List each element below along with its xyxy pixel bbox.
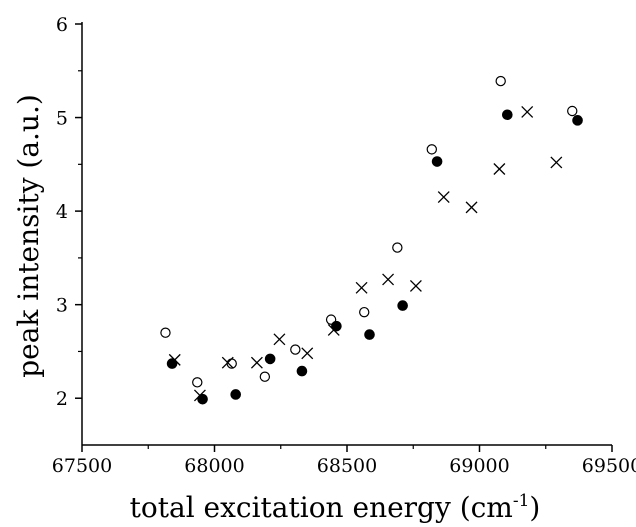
cross-stroke bbox=[382, 273, 395, 286]
filled-circle-point bbox=[331, 320, 342, 332]
cross-point bbox=[493, 163, 506, 175]
filled-circle-point bbox=[166, 358, 178, 369]
filled-circle-point bbox=[572, 115, 583, 126]
cross-stroke bbox=[493, 163, 506, 175]
open-circle-point bbox=[567, 105, 578, 117]
cross-stroke bbox=[221, 356, 234, 369]
y-axis-title: peak intensity (a.u.) bbox=[12, 94, 45, 378]
open-circle-point bbox=[495, 75, 506, 87]
y-tick-label: 2 bbox=[56, 388, 68, 410]
filled-circle-point bbox=[296, 365, 308, 377]
cross-stroke bbox=[550, 156, 563, 169]
cross-point bbox=[465, 201, 478, 214]
x-tick-label: 68500 bbox=[317, 455, 377, 477]
cross-point bbox=[221, 356, 234, 369]
data-points bbox=[160, 75, 583, 405]
cross-stroke bbox=[250, 356, 263, 369]
cross-point bbox=[327, 323, 340, 336]
x-axis-title: total excitation energy (cm-1) bbox=[130, 491, 541, 524]
cross-point bbox=[437, 191, 450, 204]
cross-stroke bbox=[465, 201, 478, 214]
cross-stroke bbox=[355, 281, 368, 294]
x-tick-label: 69000 bbox=[449, 455, 509, 477]
open-circle-point bbox=[392, 242, 403, 253]
filled-circle-point bbox=[502, 109, 513, 121]
y-tick-label: 4 bbox=[56, 201, 68, 223]
x-tick-label: 69500 bbox=[582, 455, 636, 477]
filled-circle-point bbox=[264, 353, 276, 365]
filled-circle-point bbox=[431, 156, 443, 167]
cross-point bbox=[355, 281, 368, 294]
cross-point bbox=[273, 333, 286, 346]
cross-stroke bbox=[193, 389, 206, 402]
axes: 67500 68000 68500 69000 69500 2 3 4 5 6 bbox=[52, 14, 636, 477]
cross-point bbox=[168, 353, 181, 366]
open-circle-point bbox=[426, 144, 437, 155]
filled-circle-point bbox=[397, 300, 408, 311]
y-tick-label: 6 bbox=[56, 14, 68, 36]
filled-circle-point bbox=[364, 329, 375, 340]
x-tick-label: 67500 bbox=[52, 455, 112, 477]
cross-stroke bbox=[409, 279, 422, 292]
cross-point bbox=[301, 347, 314, 360]
cross-stroke bbox=[327, 323, 340, 336]
cross-point bbox=[409, 279, 422, 292]
cross-point bbox=[193, 389, 206, 402]
open-circle-point bbox=[160, 327, 171, 338]
cross-stroke bbox=[437, 191, 450, 204]
cross-stroke bbox=[521, 105, 534, 118]
open-circle-point bbox=[359, 306, 370, 318]
cross-point bbox=[250, 356, 263, 369]
cross-point bbox=[521, 105, 534, 118]
cross-stroke bbox=[168, 353, 181, 366]
open-circle-point bbox=[192, 377, 203, 388]
filled-circle-point bbox=[197, 393, 208, 405]
cross-stroke bbox=[301, 347, 314, 360]
open-circle-point bbox=[290, 344, 301, 355]
y-tick-label: 5 bbox=[56, 108, 68, 130]
cross-point bbox=[550, 156, 563, 169]
cross-stroke bbox=[273, 333, 286, 346]
cross-point bbox=[382, 273, 395, 286]
y-tick-label: 3 bbox=[56, 295, 68, 317]
x-tick-label: 68000 bbox=[184, 455, 244, 477]
filled-circle-point bbox=[230, 389, 241, 400]
open-circle-point bbox=[259, 371, 271, 382]
